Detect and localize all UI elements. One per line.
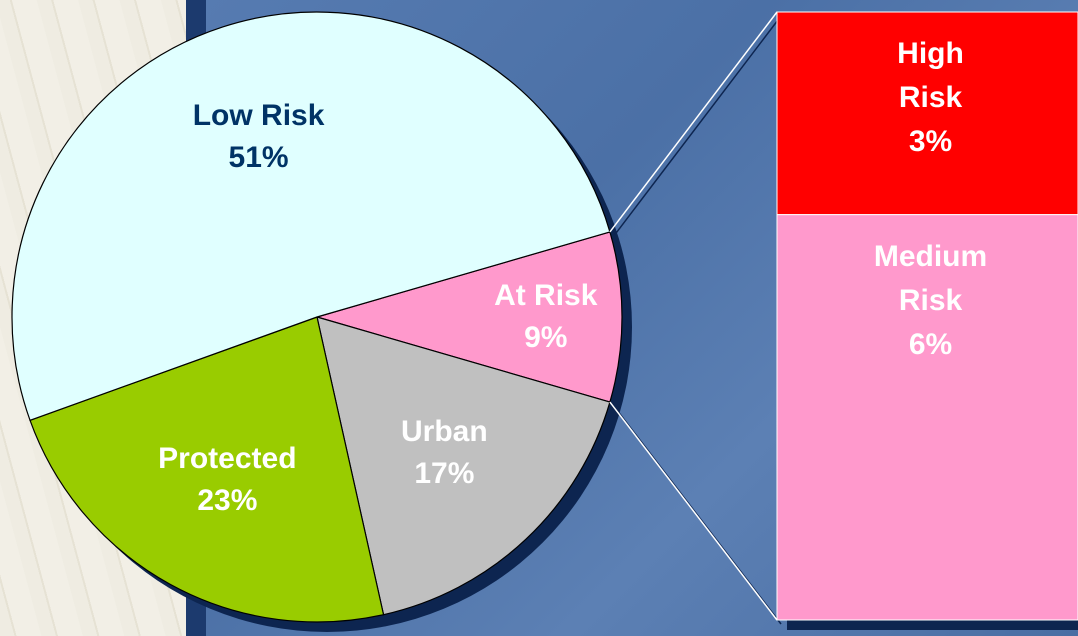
connector-shadow <box>613 15 782 237</box>
slice-label: Urban 17% <box>401 411 488 495</box>
bar-segment <box>776 214 1078 621</box>
connector <box>609 11 778 233</box>
slice-name: At Risk <box>494 279 598 312</box>
segment-label: High Risk 3% <box>897 32 964 164</box>
pie-slice <box>29 316 385 623</box>
slice-label: Low Risk 51% <box>193 95 325 179</box>
slice-name: Low Risk <box>192 99 325 133</box>
segment-name: Medium Risk <box>873 239 988 317</box>
slice-value-label: 23% <box>197 484 258 518</box>
slice-value-label: 17% <box>414 456 475 490</box>
slice-value-label: 51% <box>228 141 289 175</box>
pie-slice <box>11 11 611 422</box>
slice-name: Urban <box>401 414 488 448</box>
pie-slice <box>316 316 611 616</box>
segment-label: Medium Risk 6% <box>874 235 987 367</box>
slice-label: At Risk 9% <box>494 275 597 359</box>
bar-segment <box>776 11 1078 216</box>
segment-value-label: 6% <box>908 327 953 361</box>
slice-value-label: 9% <box>524 321 568 354</box>
connector <box>609 401 778 621</box>
segment-value-label: 3% <box>908 125 953 158</box>
slice-label: Protected 23% <box>158 438 296 522</box>
pie-slice <box>314 231 623 403</box>
segment-name: High Risk <box>897 37 964 114</box>
slice-name: Protected <box>158 442 297 476</box>
